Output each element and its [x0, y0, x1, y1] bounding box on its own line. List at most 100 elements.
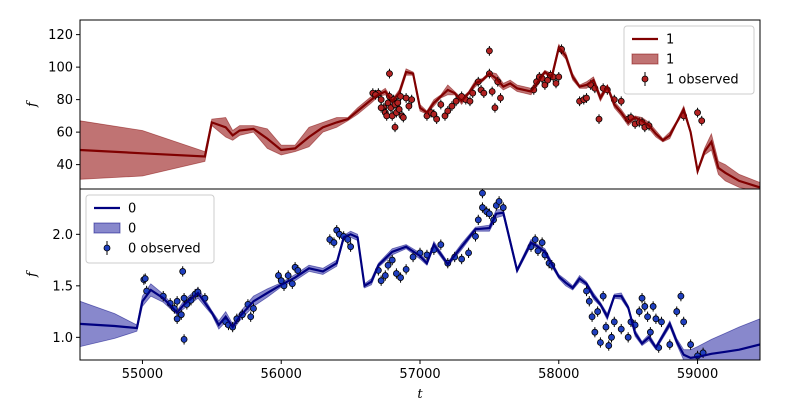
data-point: [491, 104, 499, 112]
data-point: [538, 239, 546, 246]
data-point: [602, 323, 610, 331]
data-point: [330, 239, 338, 246]
data-point: [652, 315, 660, 323]
data-point: [649, 303, 657, 310]
data-point: [694, 109, 701, 117]
series-line-0: [80, 211, 760, 360]
data-point: [383, 112, 391, 120]
legend: 0 0 0 observed: [85, 194, 215, 264]
data-point: [617, 97, 625, 105]
legend-box: [623, 25, 755, 95]
legend-label: 1: [666, 33, 674, 48]
data-point: [397, 274, 404, 281]
y-tick-label: 100: [48, 61, 73, 76]
x-tick-label: 58000: [538, 367, 579, 382]
data-point: [552, 79, 560, 87]
data-point: [409, 253, 417, 261]
legend-point-swatch: [103, 244, 111, 252]
legend-label: 1 observed: [666, 73, 739, 88]
legend-label: 1: [666, 53, 674, 68]
data-point: [393, 270, 400, 277]
data-point: [433, 115, 441, 123]
data-point: [480, 89, 488, 97]
data-point: [680, 318, 688, 326]
data-point: [495, 197, 503, 205]
data-point: [452, 97, 460, 105]
data-point: [698, 117, 706, 125]
y-tick-label: 120: [48, 28, 73, 43]
data-point: [402, 265, 410, 273]
data-point: [624, 333, 632, 341]
data-point: [479, 204, 486, 211]
data-point: [677, 292, 685, 300]
data-point: [394, 99, 402, 107]
legend-band-swatch: [631, 53, 659, 65]
data-point: [531, 236, 539, 243]
y-tick-label: 40: [56, 158, 73, 173]
data-point: [399, 114, 407, 121]
data-point: [405, 102, 413, 110]
data-point: [585, 297, 593, 305]
data-point: [588, 313, 596, 321]
data-point: [180, 335, 188, 343]
data-point: [177, 311, 185, 319]
data-point: [595, 115, 603, 123]
x-tick-label: 57000: [399, 367, 440, 382]
data-point: [384, 261, 392, 269]
data-point: [437, 241, 445, 249]
data-point: [488, 88, 496, 95]
data-point: [179, 268, 187, 275]
data-point: [644, 313, 651, 321]
legend-band-swatch: [93, 222, 121, 234]
data-point: [247, 313, 255, 321]
x-tick-label: 59000: [677, 367, 718, 382]
plot-area: [80, 189, 760, 360]
data-point: [437, 101, 445, 108]
data-point: [658, 318, 665, 326]
data-point: [608, 333, 615, 341]
y-axis-label: f: [25, 100, 40, 108]
data-point: [381, 272, 389, 279]
x-tick-label: 56000: [261, 367, 302, 382]
data-point: [377, 104, 385, 112]
legend-point-swatch: [641, 75, 649, 83]
y-tick-label: 1.0: [52, 331, 73, 346]
y-tick-label: 80: [56, 93, 73, 108]
data-point: [641, 303, 649, 310]
data-point: [173, 315, 181, 323]
data-point: [599, 292, 607, 300]
data-point: [444, 107, 452, 115]
data-point: [485, 47, 493, 55]
data-point: [250, 305, 257, 312]
data-point: [388, 256, 396, 264]
data-point: [141, 275, 149, 283]
data-point: [465, 249, 472, 257]
data-point: [479, 189, 486, 197]
y-tick-label: 2.0: [52, 228, 73, 243]
data-point: [666, 341, 674, 348]
data-point: [288, 280, 296, 288]
data-point: [347, 243, 355, 251]
data-point: [386, 70, 393, 78]
y-tick-label: 1.5: [52, 279, 73, 294]
data-point: [646, 328, 654, 336]
data-point: [673, 308, 681, 315]
series-line-1: [80, 45, 760, 189]
x-tick-label: 55000: [122, 367, 163, 382]
top-panel: 40 60 80 100 120 f 1 1 1 observed: [25, 19, 761, 190]
legend-box: [85, 194, 215, 264]
data-point: [395, 105, 403, 113]
data-point: [617, 325, 625, 333]
legend: 1 1 1 observed: [623, 25, 755, 95]
data-point: [499, 204, 507, 211]
data-point: [448, 102, 456, 110]
data-point: [466, 97, 474, 105]
bottom-panel: 1.0 1.5 2.0 55000 56000 57000 58000 59000 f t 0 0 0 …: [25, 188, 761, 400]
data-point: [458, 255, 466, 263]
data-point: [638, 294, 646, 302]
data-point: [472, 232, 479, 240]
data-point: [635, 308, 643, 315]
data-point: [594, 308, 602, 315]
data-point: [497, 94, 504, 102]
data-point: [474, 216, 482, 224]
